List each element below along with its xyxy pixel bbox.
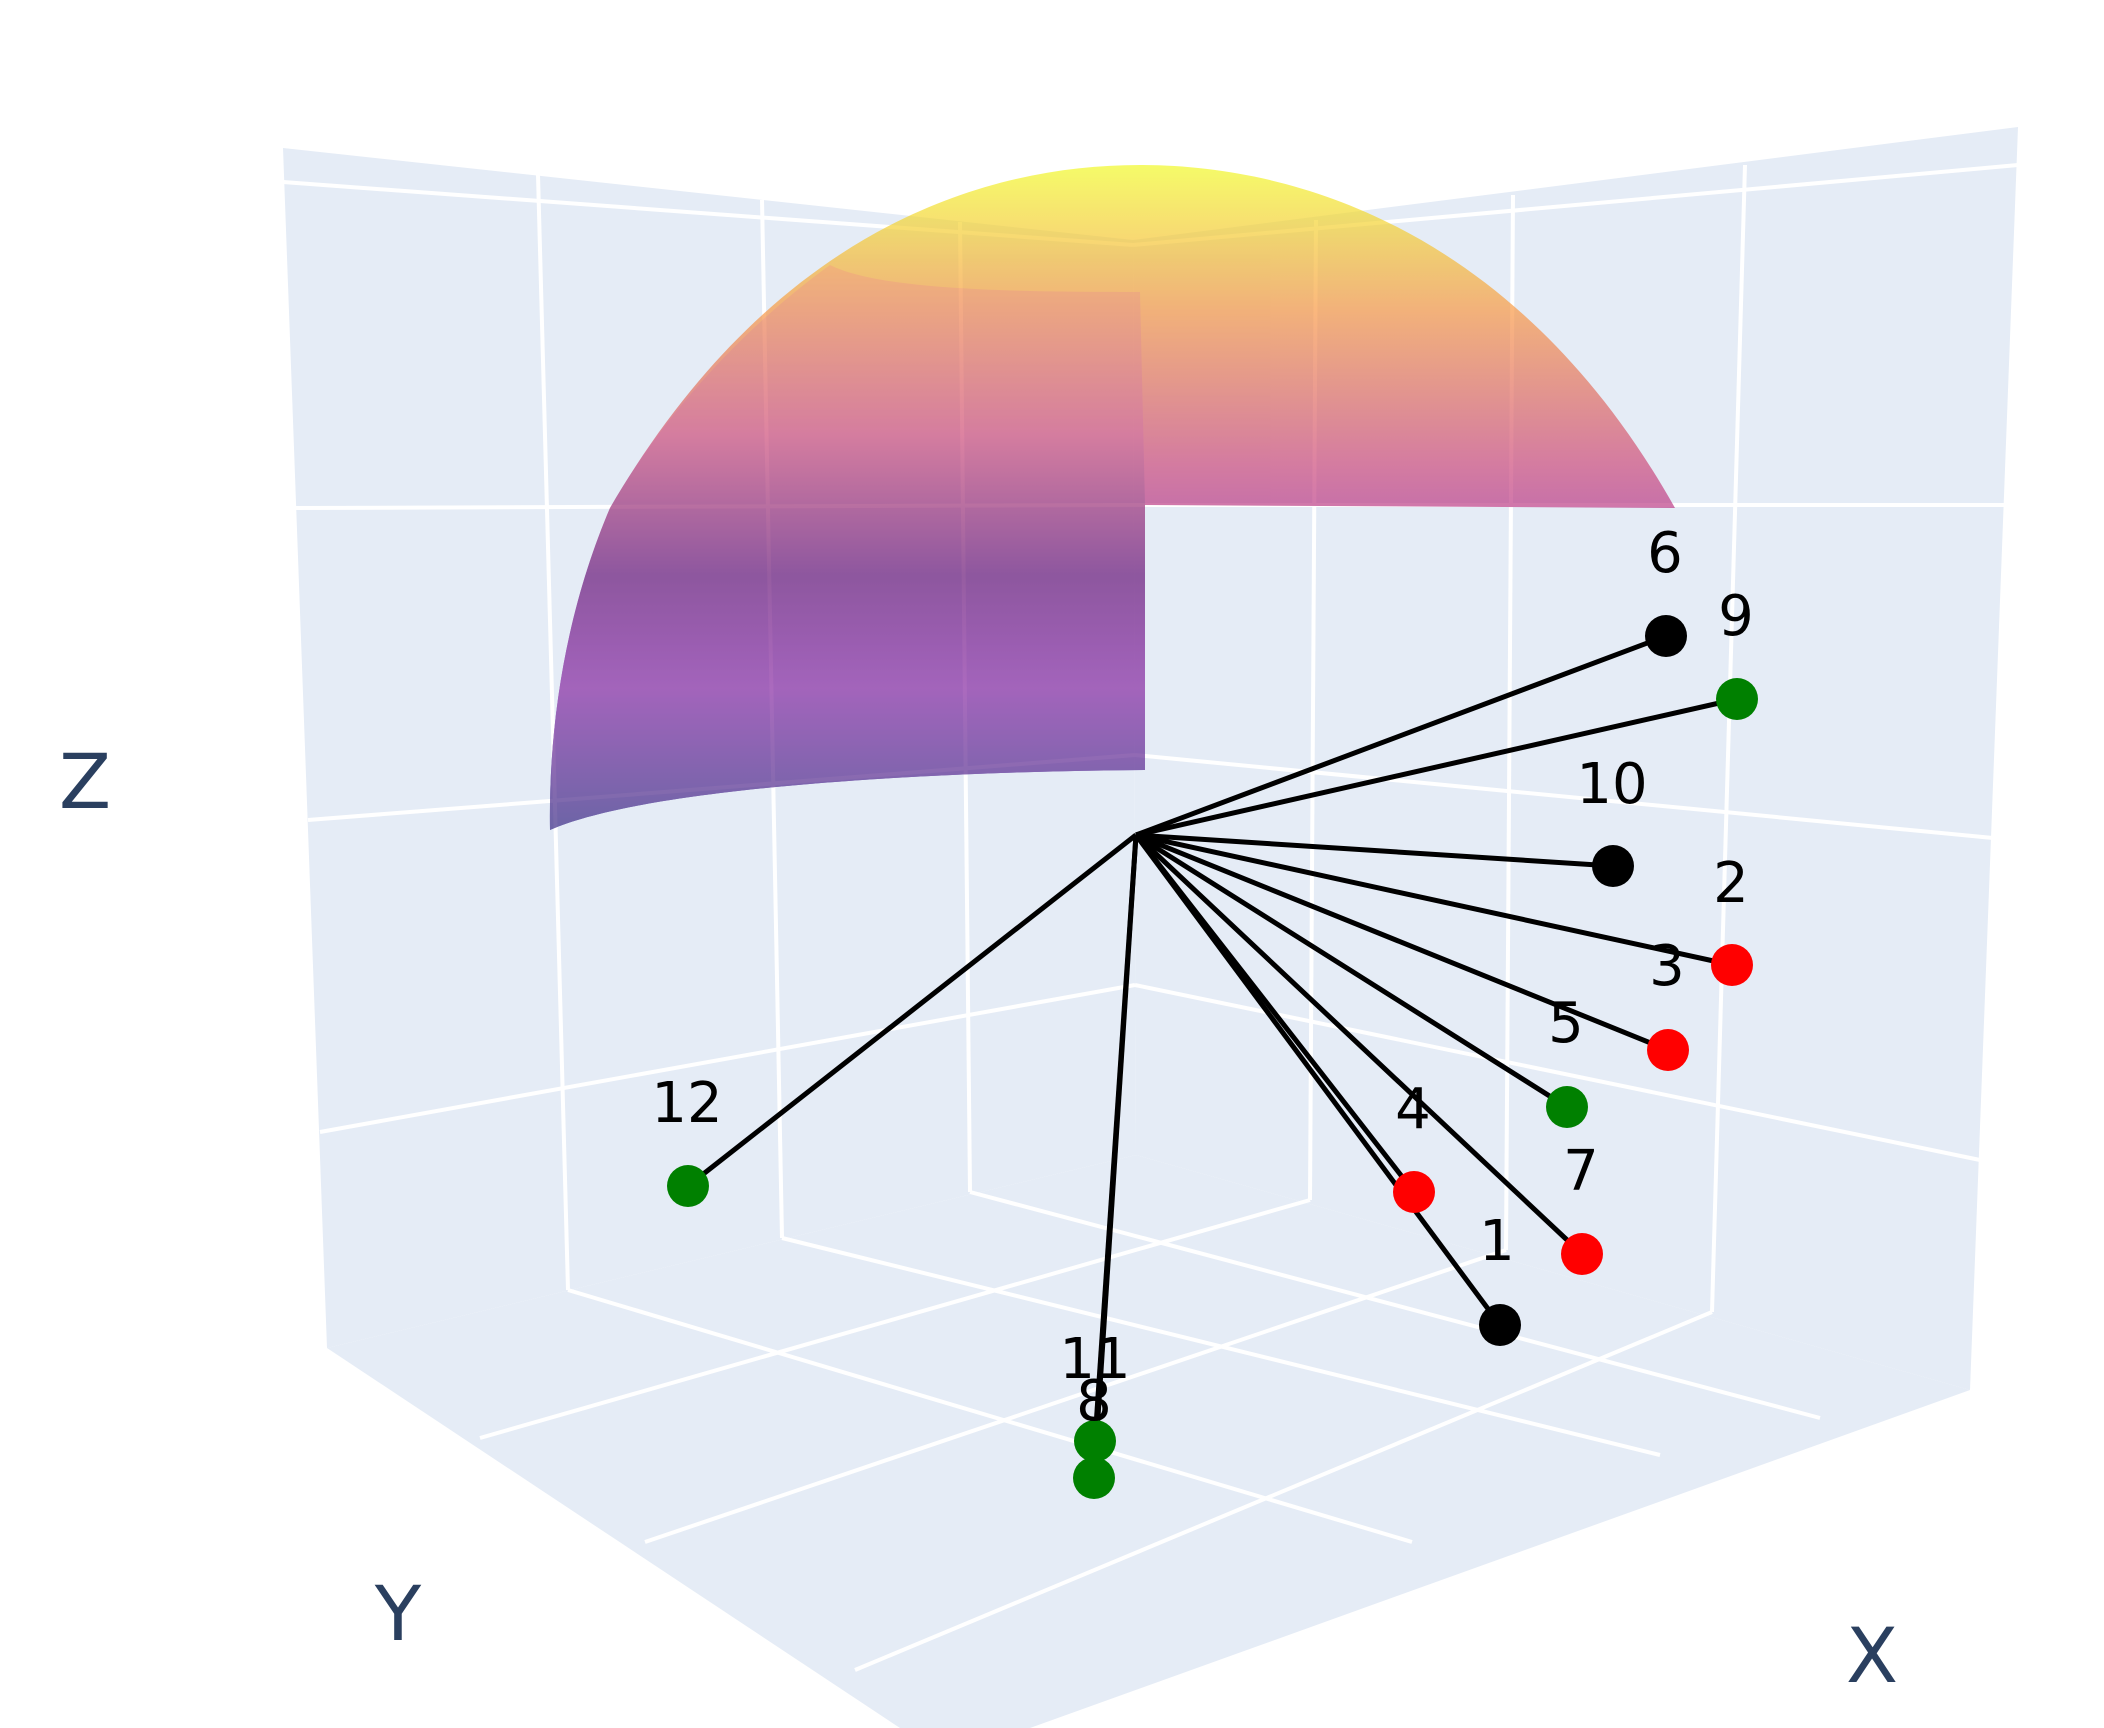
spoke-line-4 [1134, 833, 1416, 1194]
spoke-line-11 [1092, 834, 1139, 1442]
point-label-3: 3 [1649, 934, 1685, 999]
spoke-line-3 [1135, 832, 1669, 1053]
point-label-4: 4 [1395, 1077, 1431, 1142]
point-marker-11[interactable] [1074, 1420, 1116, 1462]
point-marker-7[interactable] [1561, 1233, 1603, 1275]
spoke-lines [686, 633, 1738, 1479]
point-label-9: 9 [1718, 584, 1754, 649]
point-marker-2[interactable] [1711, 944, 1753, 986]
point-marker-3[interactable] [1647, 1029, 1689, 1071]
spoke-line-2 [1135, 832, 1733, 968]
cap-inner-face [549, 265, 1145, 830]
y-axis-title: Y [374, 1569, 422, 1658]
point-marker-6[interactable] [1645, 615, 1687, 657]
point-label-10: 10 [1576, 752, 1647, 817]
point-label-1: 1 [1479, 1209, 1515, 1274]
point-label-2: 2 [1713, 851, 1749, 916]
spoke-line-10 [1135, 832, 1614, 869]
point-label-6: 6 [1647, 521, 1683, 586]
point-markers [667, 615, 1758, 1499]
xy-floor [327, 1155, 1970, 1728]
point-marker-10[interactable] [1592, 845, 1634, 887]
spoke-line-7 [1134, 833, 1584, 1256]
point-marker-9[interactable] [1716, 678, 1758, 720]
z-axis-title: Z [59, 737, 111, 826]
point-marker-4[interactable] [1393, 1171, 1435, 1213]
point-label-7: 7 [1563, 1139, 1599, 1204]
point-label-12: 12 [651, 1071, 722, 1136]
point-label-11: 11 [1059, 1327, 1130, 1392]
spoke-line-9 [1135, 696, 1738, 838]
x-axis-title: X [1846, 1611, 1898, 1700]
point-label-5: 5 [1548, 991, 1584, 1056]
point-marker-1[interactable] [1479, 1304, 1521, 1346]
point-marker-5[interactable] [1546, 1086, 1588, 1128]
spoke-line-6 [1135, 633, 1667, 838]
spoke-line-12 [686, 833, 1138, 1188]
point-marker-8[interactable] [1073, 1457, 1115, 1499]
point-marker-12[interactable] [667, 1165, 709, 1207]
spoke-line-5 [1134, 832, 1569, 1110]
spherical-cap-surface [549, 165, 1675, 830]
point-label-8: 8 [1076, 1369, 1112, 1434]
